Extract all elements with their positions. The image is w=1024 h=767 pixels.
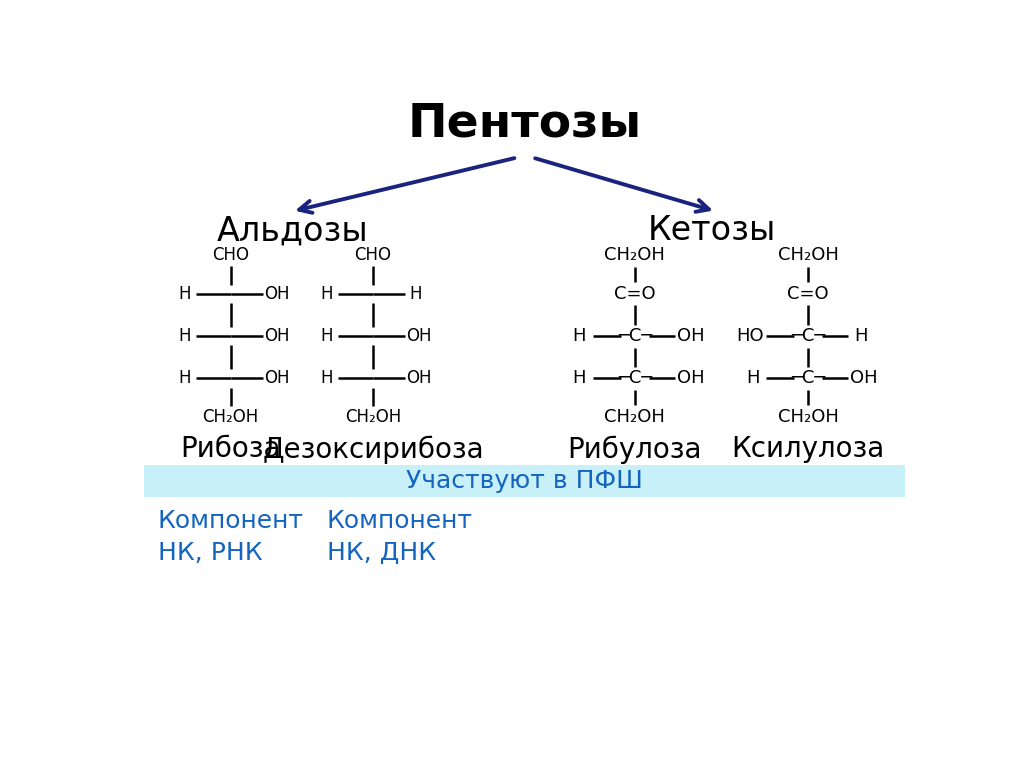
- Text: Ксилулоза: Ксилулоза: [731, 436, 885, 463]
- Text: C=O: C=O: [614, 285, 655, 303]
- Text: Компонент: Компонент: [327, 509, 473, 533]
- Text: H: H: [178, 285, 190, 303]
- Text: H: H: [572, 328, 586, 345]
- Text: H: H: [410, 285, 422, 303]
- Text: OH: OH: [677, 328, 705, 345]
- Text: Кетозы: Кетозы: [648, 214, 776, 247]
- Text: НК, РНК: НК, РНК: [158, 542, 262, 565]
- Text: Пентозы: Пентозы: [408, 102, 642, 146]
- Text: OH: OH: [264, 285, 290, 303]
- Text: CH₂OH: CH₂OH: [203, 408, 259, 426]
- Text: CH₂OH: CH₂OH: [604, 246, 666, 265]
- Text: OH: OH: [677, 370, 705, 387]
- Text: CHO: CHO: [354, 246, 391, 265]
- Text: H: H: [321, 328, 333, 345]
- Text: ─C─: ─C─: [791, 370, 825, 387]
- Text: CHO: CHO: [212, 246, 249, 265]
- Text: H: H: [321, 285, 333, 303]
- Text: H: H: [745, 370, 760, 387]
- Text: Компонент: Компонент: [158, 509, 303, 533]
- Text: CH₂OH: CH₂OH: [777, 408, 839, 426]
- Text: НК, ДНК: НК, ДНК: [327, 542, 436, 565]
- Text: ─C─: ─C─: [617, 328, 652, 345]
- Text: ─C─: ─C─: [791, 328, 825, 345]
- Text: OH: OH: [264, 370, 290, 387]
- Text: OH: OH: [407, 370, 432, 387]
- Text: C=O: C=O: [787, 285, 829, 303]
- Text: H: H: [178, 370, 190, 387]
- Text: CH₂OH: CH₂OH: [604, 408, 666, 426]
- Text: CH₂OH: CH₂OH: [345, 408, 401, 426]
- Text: OH: OH: [407, 328, 432, 345]
- Text: H: H: [321, 370, 333, 387]
- Text: Участвуют в ПФШ: Участвуют в ПФШ: [407, 469, 643, 493]
- Text: H: H: [572, 370, 586, 387]
- Text: OH: OH: [850, 370, 878, 387]
- Text: ─C─: ─C─: [617, 370, 652, 387]
- Text: Дезоксирибоза: Дезоксирибоза: [262, 435, 484, 463]
- FancyBboxPatch shape: [144, 465, 905, 497]
- Text: H: H: [178, 328, 190, 345]
- Text: Рибоза: Рибоза: [180, 436, 281, 463]
- Text: OH: OH: [264, 328, 290, 345]
- Text: Рибулоза: Рибулоза: [567, 435, 702, 463]
- Text: H: H: [854, 328, 867, 345]
- Text: Альдозы: Альдозы: [216, 214, 369, 247]
- Text: CH₂OH: CH₂OH: [777, 246, 839, 265]
- Text: HO: HO: [736, 328, 764, 345]
